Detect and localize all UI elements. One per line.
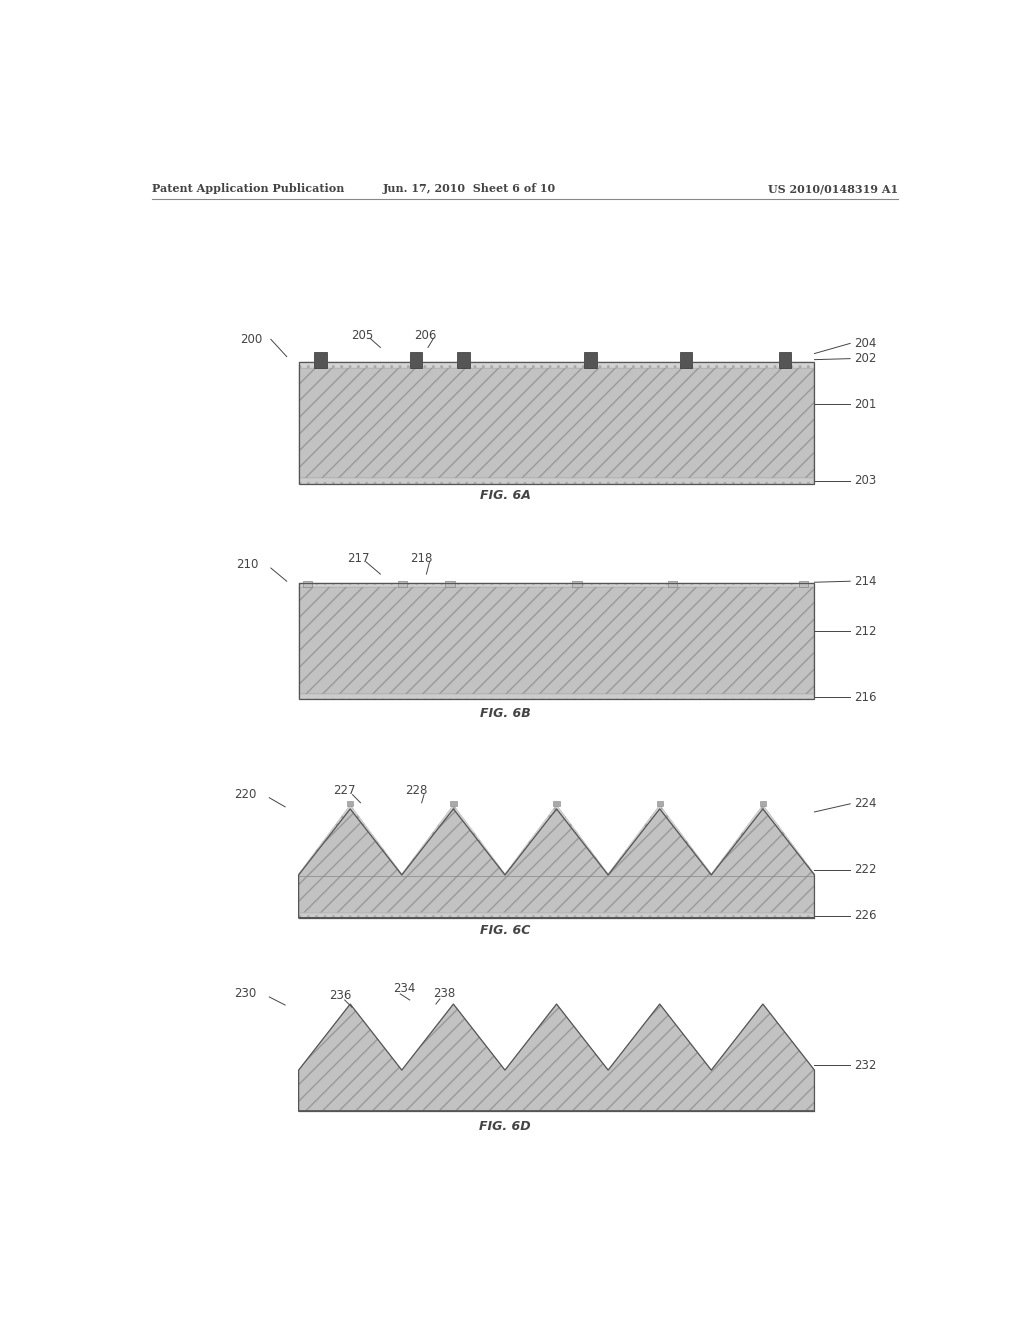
- Polygon shape: [299, 1005, 814, 1110]
- Bar: [799, 581, 808, 587]
- Text: 200: 200: [240, 333, 262, 346]
- Bar: [451, 801, 457, 805]
- Bar: [303, 581, 312, 587]
- Bar: [585, 351, 597, 368]
- Text: Patent Application Publication: Patent Application Publication: [152, 183, 344, 194]
- Bar: [299, 362, 814, 368]
- Text: 230: 230: [234, 987, 257, 1001]
- Text: 238: 238: [433, 987, 455, 1001]
- Bar: [299, 694, 814, 700]
- Text: 228: 228: [404, 784, 427, 797]
- Text: 218: 218: [411, 552, 433, 565]
- Text: 204: 204: [854, 337, 877, 350]
- Text: US 2010/0148319 A1: US 2010/0148319 A1: [768, 183, 898, 194]
- Bar: [299, 478, 814, 483]
- Bar: [680, 351, 692, 368]
- Text: 205: 205: [351, 329, 373, 342]
- Text: 210: 210: [236, 558, 258, 572]
- Text: FIG. 6C: FIG. 6C: [480, 924, 530, 937]
- Bar: [760, 801, 766, 805]
- Bar: [347, 801, 353, 805]
- Bar: [410, 351, 423, 368]
- Bar: [397, 581, 408, 587]
- Text: 217: 217: [347, 552, 370, 565]
- Bar: [299, 583, 814, 700]
- Text: 232: 232: [854, 1059, 877, 1072]
- Bar: [314, 351, 328, 368]
- Bar: [299, 362, 814, 483]
- Text: 216: 216: [854, 690, 877, 704]
- Bar: [572, 581, 582, 587]
- Bar: [553, 801, 560, 805]
- Text: 206: 206: [415, 329, 437, 342]
- Polygon shape: [299, 805, 814, 875]
- Text: 212: 212: [854, 624, 877, 638]
- Text: 203: 203: [854, 474, 877, 487]
- Text: 226: 226: [854, 909, 877, 923]
- Text: FIG. 6D: FIG. 6D: [479, 1119, 530, 1133]
- Text: 222: 222: [854, 863, 877, 876]
- Text: 236: 236: [330, 990, 352, 1002]
- Text: Jun. 17, 2010  Sheet 6 of 10: Jun. 17, 2010 Sheet 6 of 10: [383, 183, 556, 194]
- Text: 224: 224: [854, 797, 877, 810]
- Text: 220: 220: [234, 788, 257, 801]
- Text: FIG. 6B: FIG. 6B: [479, 706, 530, 719]
- Bar: [445, 581, 455, 587]
- Bar: [299, 912, 814, 917]
- Bar: [656, 801, 663, 805]
- Text: 201: 201: [854, 397, 877, 411]
- Bar: [299, 583, 814, 587]
- Text: 227: 227: [334, 784, 356, 797]
- Text: 234: 234: [393, 982, 416, 995]
- Polygon shape: [299, 809, 814, 912]
- Bar: [668, 581, 677, 587]
- Bar: [778, 351, 792, 368]
- Text: 202: 202: [854, 352, 877, 366]
- Bar: [299, 587, 814, 694]
- Text: FIG. 6A: FIG. 6A: [479, 490, 530, 503]
- Bar: [458, 351, 470, 368]
- Bar: [299, 368, 814, 478]
- Text: 214: 214: [854, 574, 877, 587]
